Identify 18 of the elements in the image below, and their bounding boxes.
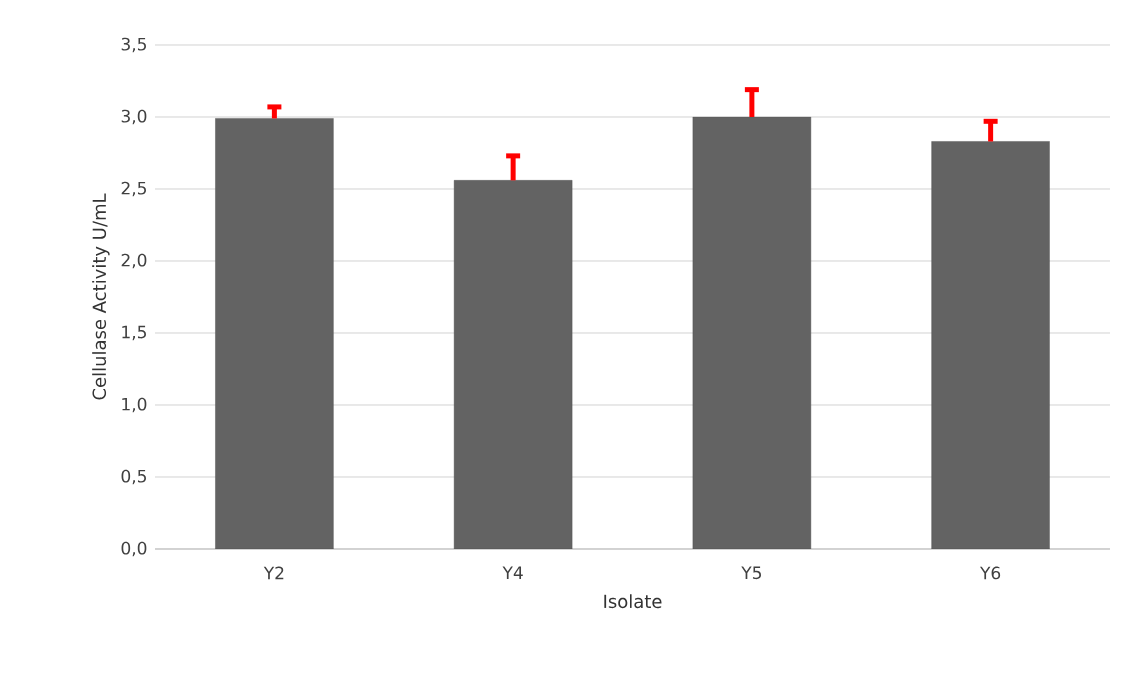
x-tick-label: Y5	[741, 566, 761, 580]
y-tick-label: 0,0	[121, 541, 147, 557]
x-tick-label: Y6	[980, 566, 1001, 580]
y-tick-label: 2,0	[121, 253, 147, 269]
x-tick-label: Y2	[263, 566, 284, 580]
y-axis-title: Cellulase Activity U/mL	[92, 193, 110, 400]
x-axis-title: Isolate	[604, 594, 662, 609]
y-tick-label: 0,5	[121, 469, 146, 485]
y-tick-label: 3,5	[121, 37, 146, 53]
y-tick-label: 2,5	[121, 181, 146, 197]
y-tick-label: 1,0	[122, 397, 147, 413]
bar	[692, 116, 812, 549]
x-tick-label: Y4	[502, 566, 523, 579]
bar	[453, 180, 573, 549]
bar	[931, 141, 1050, 549]
bar	[215, 118, 334, 549]
y-tick-label: 1,5	[122, 325, 146, 341]
y-tick-label: 3,0	[121, 109, 147, 125]
